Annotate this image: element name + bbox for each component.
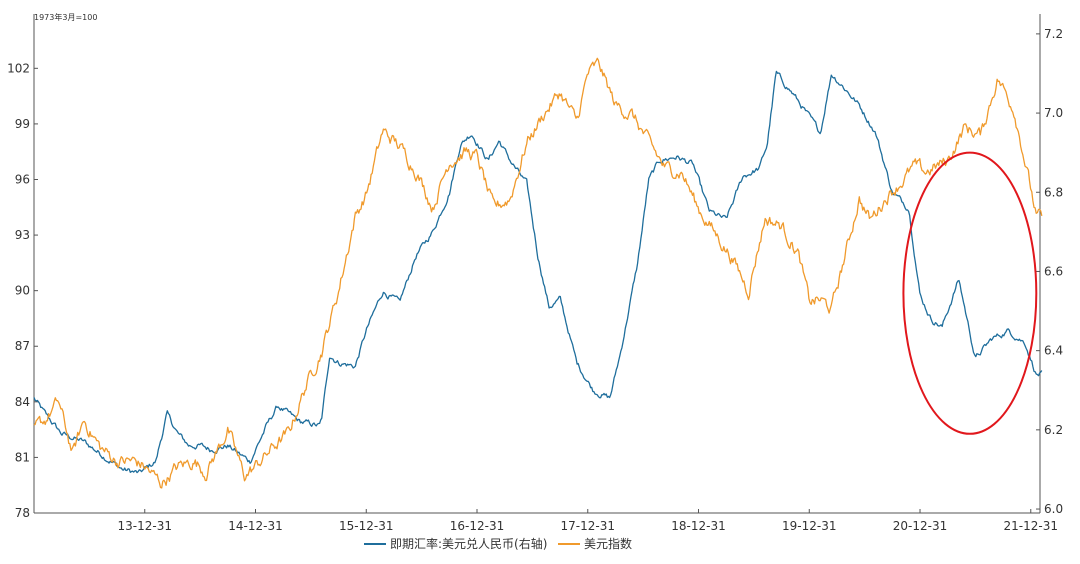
x-tick-label: 15-12-31	[339, 519, 393, 533]
x-tick-label: 18-12-31	[671, 519, 725, 533]
x-tick-label: 16-12-31	[450, 519, 504, 533]
left-tick-label: 90	[15, 284, 30, 298]
left-tick-label: 78	[15, 506, 30, 520]
right-tick-label: 6.6	[1044, 264, 1063, 278]
axis-note: 1973年3月=100	[34, 12, 97, 22]
left-tick-label: 96	[15, 172, 30, 186]
x-tick-label: 20-12-31	[893, 519, 947, 533]
right-tick-label: 6.8	[1044, 185, 1063, 199]
axes: 78 81 84 87 90 93 96 99 102 6.0 6.2 6.4 6.6 6.8 7.0 7.2…	[7, 14, 1063, 533]
x-tick-label: 13-12-31	[118, 519, 172, 533]
right-tick-label: 7.2	[1044, 27, 1063, 41]
right-tick-label: 7.0	[1044, 106, 1063, 120]
series-layer	[33, 57, 1043, 489]
legend-label-1: 美元指数	[584, 536, 632, 551]
legend-label-0: 即期汇率:美元兑人民币(右轴)	[390, 536, 547, 551]
left-tick-label: 81	[15, 450, 30, 464]
left-tick-label: 102	[7, 61, 30, 75]
series-line-0	[33, 70, 1043, 474]
left-tick-label: 84	[15, 395, 30, 409]
legend: 即期汇率:美元兑人民币(右轴) 美元指数	[364, 536, 632, 551]
left-tick-label: 99	[15, 117, 30, 131]
x-tick-label: 19-12-31	[782, 519, 836, 533]
series-line-1	[33, 57, 1043, 489]
right-tick-label: 6.2	[1044, 423, 1063, 437]
x-tick-label: 17-12-31	[561, 519, 615, 533]
left-tick-label: 87	[15, 339, 30, 353]
left-tick-label: 93	[15, 228, 30, 242]
x-tick-label: 14-12-31	[228, 519, 282, 533]
right-tick-label: 6.4	[1044, 344, 1063, 358]
x-tick-label: 21-12-31	[1004, 519, 1058, 533]
highlight-ellipse-0	[902, 151, 1038, 435]
annotation-layer	[902, 151, 1038, 435]
right-tick-label: 6.0	[1044, 502, 1063, 516]
